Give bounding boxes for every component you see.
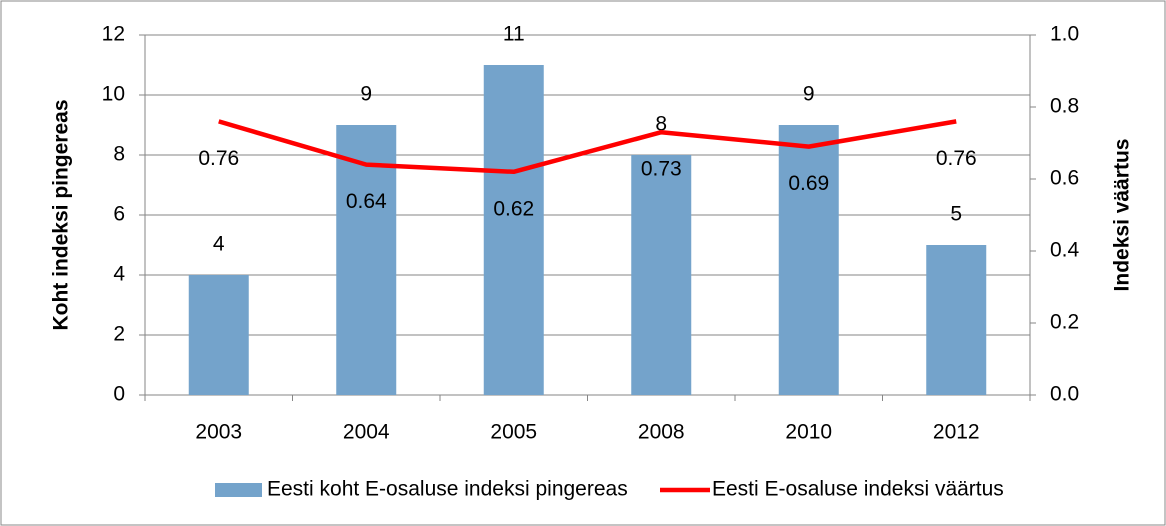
- y2-tick-label: 0.2: [1050, 311, 1079, 334]
- bar: [631, 155, 692, 395]
- y-tick-label: 6: [113, 203, 125, 226]
- x-tick-label: 2010: [785, 421, 832, 444]
- line-value-label: 0.64: [346, 190, 387, 213]
- y2-axis-title: Indeksi väärtus: [1111, 139, 1134, 292]
- x-tick-label: 2005: [490, 421, 537, 444]
- y2-tick-label: 0.6: [1050, 167, 1079, 190]
- line: [218, 119, 957, 175]
- legend-swatch: [215, 483, 262, 497]
- bar: [188, 275, 249, 395]
- y-tick-label: 10: [102, 83, 125, 106]
- bar-value-label: 11: [503, 23, 525, 46]
- y2-tick-label: 0.0: [1050, 383, 1079, 406]
- x-tick-label: 2012: [933, 421, 980, 444]
- bar: [336, 125, 397, 395]
- line-value-label: 0.62: [493, 197, 534, 220]
- line-value-label: 0.73: [641, 158, 682, 181]
- bar-value-label: 4: [213, 233, 225, 256]
- bar-value-label: 9: [360, 83, 372, 106]
- y-tick-label: 4: [113, 263, 125, 286]
- y-tick-label: 0: [113, 383, 125, 406]
- legend-label: Eesti koht E-osaluse indeksi pingereas: [267, 478, 628, 501]
- bar: [483, 65, 544, 395]
- bar-value-label: 8: [655, 113, 667, 136]
- line-value-label: 0.76: [198, 147, 239, 170]
- x-tick-label: 2008: [638, 421, 685, 444]
- y-tick-label: 12: [102, 23, 125, 46]
- line-value-label: 0.69: [788, 172, 829, 195]
- x-tick-label: 2004: [343, 421, 390, 444]
- bar-value-label: 9: [803, 83, 815, 106]
- y-tick-label: 2: [113, 323, 125, 346]
- x-tick-label: 2003: [195, 421, 242, 444]
- legend-label: Eesti E-osaluse indeksi väärtus: [712, 478, 1004, 501]
- y2-tick-label: 0.4: [1050, 239, 1080, 262]
- y-tick-label: 8: [113, 143, 125, 166]
- y-axis-title: Koht indeksi pingereas: [50, 99, 73, 330]
- y2-tick-label: 0.8: [1050, 95, 1079, 118]
- bar-value-label: 5: [950, 203, 962, 226]
- bar: [926, 245, 987, 395]
- line-value-label: 0.76: [936, 147, 977, 170]
- bar: [778, 125, 839, 395]
- y2-tick-label: 1.0: [1050, 23, 1079, 46]
